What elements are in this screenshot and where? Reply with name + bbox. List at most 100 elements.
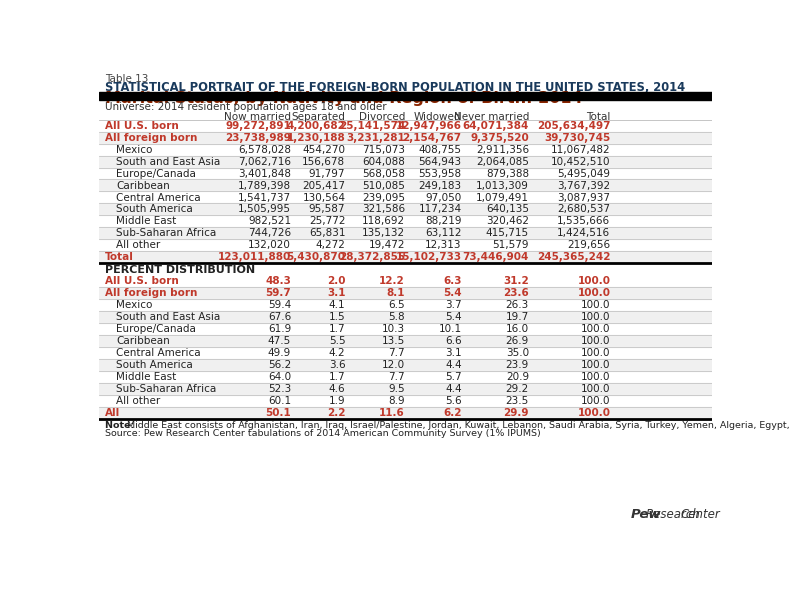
Text: 879,388: 879,388 bbox=[486, 169, 529, 179]
Text: 100.0: 100.0 bbox=[581, 396, 611, 406]
Text: 5.5: 5.5 bbox=[329, 336, 346, 346]
Text: Source: Pew Research Center tabulations of 2014 American Community Survey (1% IP: Source: Pew Research Center tabulations … bbox=[105, 428, 541, 438]
Text: 123,011,880: 123,011,880 bbox=[218, 252, 291, 262]
Text: 156,678: 156,678 bbox=[302, 157, 346, 167]
Text: 5,430,870: 5,430,870 bbox=[286, 252, 346, 262]
Text: 205,417: 205,417 bbox=[302, 181, 346, 191]
Text: 249,183: 249,183 bbox=[418, 181, 462, 191]
Text: 1.7: 1.7 bbox=[329, 324, 346, 334]
Text: 65,831: 65,831 bbox=[308, 228, 346, 238]
Text: 553,958: 553,958 bbox=[418, 169, 462, 179]
Text: 5.4: 5.4 bbox=[443, 289, 462, 298]
Text: 132,020: 132,020 bbox=[248, 241, 291, 250]
Text: 135,132: 135,132 bbox=[361, 228, 405, 238]
Text: Sub-Saharan Africa: Sub-Saharan Africa bbox=[116, 228, 216, 238]
Text: 11,067,482: 11,067,482 bbox=[551, 145, 611, 155]
Text: 7,062,716: 7,062,716 bbox=[238, 157, 291, 167]
Text: 3.6: 3.6 bbox=[329, 360, 346, 370]
Text: 3,767,392: 3,767,392 bbox=[557, 181, 611, 191]
Text: 2.0: 2.0 bbox=[327, 276, 346, 286]
Text: 51,579: 51,579 bbox=[493, 241, 529, 250]
Text: 8.1: 8.1 bbox=[387, 289, 405, 298]
Text: 408,755: 408,755 bbox=[418, 145, 462, 155]
Text: Mexico: Mexico bbox=[116, 301, 153, 310]
Text: 50.1: 50.1 bbox=[265, 407, 291, 418]
Text: 5,495,049: 5,495,049 bbox=[558, 169, 611, 179]
Text: 23.6: 23.6 bbox=[503, 289, 529, 298]
Text: Now married: Now married bbox=[224, 112, 291, 122]
Text: 100.0: 100.0 bbox=[581, 360, 611, 370]
Text: South America: South America bbox=[116, 360, 193, 370]
Text: 100.0: 100.0 bbox=[577, 276, 611, 286]
Text: 59.4: 59.4 bbox=[268, 301, 291, 310]
Text: 4.2: 4.2 bbox=[329, 348, 346, 358]
Text: 3.7: 3.7 bbox=[445, 301, 462, 310]
Text: 9,375,520: 9,375,520 bbox=[471, 133, 529, 143]
Text: 100.0: 100.0 bbox=[581, 336, 611, 346]
Bar bbox=[99, 311, 712, 323]
Text: Caribbean: Caribbean bbox=[116, 181, 170, 191]
Text: 5.7: 5.7 bbox=[445, 372, 462, 382]
Text: 100.0: 100.0 bbox=[581, 312, 611, 323]
Text: 239,095: 239,095 bbox=[362, 192, 405, 203]
Text: 1,079,491: 1,079,491 bbox=[476, 192, 529, 203]
Bar bbox=[99, 156, 712, 168]
Text: 28,372,855: 28,372,855 bbox=[339, 252, 405, 262]
Text: Divorced: Divorced bbox=[358, 112, 405, 122]
Text: 1,230,188: 1,230,188 bbox=[286, 133, 346, 143]
Text: Widowed: Widowed bbox=[414, 112, 462, 122]
Text: Universe: 2014 resident population ages 18 and older: Universe: 2014 resident population ages … bbox=[105, 102, 387, 112]
Text: 1,789,398: 1,789,398 bbox=[238, 181, 291, 191]
Text: 26.9: 26.9 bbox=[505, 336, 529, 346]
Text: 100.0: 100.0 bbox=[577, 407, 611, 418]
Text: South and East Asia: South and East Asia bbox=[116, 312, 220, 323]
Text: 99,272,891: 99,272,891 bbox=[225, 121, 291, 131]
Text: 1.5: 1.5 bbox=[329, 312, 346, 323]
Text: 117,234: 117,234 bbox=[418, 204, 462, 214]
Text: 15,102,733: 15,102,733 bbox=[396, 252, 462, 262]
Text: 73,446,904: 73,446,904 bbox=[463, 252, 529, 262]
Text: Europe/Canada: Europe/Canada bbox=[116, 169, 196, 179]
Text: 100.0: 100.0 bbox=[581, 372, 611, 382]
Text: 510,085: 510,085 bbox=[362, 181, 405, 191]
Text: 49.9: 49.9 bbox=[268, 348, 291, 358]
Text: 23,738,989: 23,738,989 bbox=[225, 133, 291, 143]
Text: 100.0: 100.0 bbox=[581, 384, 611, 394]
Text: 4.4: 4.4 bbox=[445, 360, 462, 370]
Text: 454,270: 454,270 bbox=[302, 145, 346, 155]
Text: Middle East: Middle East bbox=[116, 372, 176, 382]
Text: 52.3: 52.3 bbox=[268, 384, 291, 394]
Text: 60.1: 60.1 bbox=[268, 396, 291, 406]
Text: 1,541,737: 1,541,737 bbox=[238, 192, 291, 203]
Text: 5.4: 5.4 bbox=[445, 312, 462, 323]
Text: 48.3: 48.3 bbox=[265, 276, 291, 286]
Text: 1,535,666: 1,535,666 bbox=[557, 216, 611, 226]
Text: 10,452,510: 10,452,510 bbox=[551, 157, 611, 167]
Text: Never married: Never married bbox=[453, 112, 529, 122]
Text: Total: Total bbox=[105, 252, 134, 262]
Text: Central America: Central America bbox=[116, 192, 201, 203]
Text: Caribbean: Caribbean bbox=[116, 336, 170, 346]
Text: Table 13: Table 13 bbox=[105, 74, 149, 84]
Text: 16.0: 16.0 bbox=[506, 324, 529, 334]
Text: 10.3: 10.3 bbox=[382, 324, 405, 334]
Text: 7.7: 7.7 bbox=[388, 372, 405, 382]
Text: 100.0: 100.0 bbox=[577, 289, 611, 298]
Text: 3,087,937: 3,087,937 bbox=[558, 192, 611, 203]
Text: Pew: Pew bbox=[630, 508, 661, 521]
Text: 564,943: 564,943 bbox=[418, 157, 462, 167]
Text: 3,231,281: 3,231,281 bbox=[346, 133, 405, 143]
Text: 205,634,497: 205,634,497 bbox=[537, 121, 611, 131]
Text: 8.9: 8.9 bbox=[388, 396, 405, 406]
Text: All foreign born: All foreign born bbox=[105, 133, 198, 143]
Text: 100.0: 100.0 bbox=[581, 348, 611, 358]
Text: 39,730,745: 39,730,745 bbox=[544, 133, 611, 143]
Text: 5.6: 5.6 bbox=[445, 396, 462, 406]
Text: All U.S. born: All U.S. born bbox=[105, 121, 179, 131]
Bar bbox=[99, 251, 712, 263]
Bar bbox=[99, 179, 712, 191]
Text: 640,135: 640,135 bbox=[486, 204, 529, 214]
Text: Center: Center bbox=[681, 508, 721, 521]
Text: 6.6: 6.6 bbox=[445, 336, 462, 346]
Text: All other: All other bbox=[116, 241, 160, 250]
